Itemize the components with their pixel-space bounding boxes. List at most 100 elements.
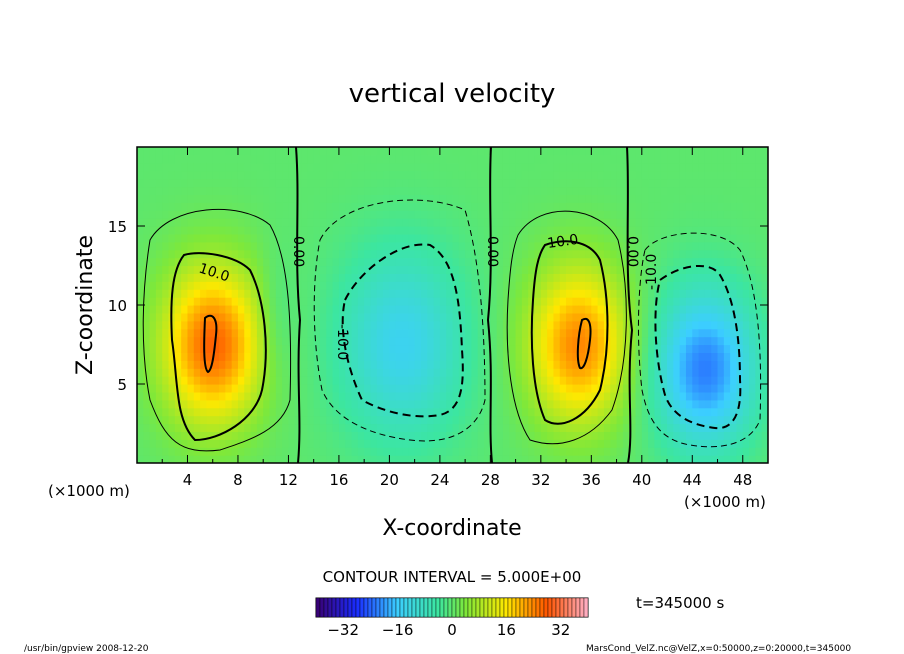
- field-cell: [219, 376, 226, 385]
- field-cell: [263, 257, 271, 267]
- field-cell: [736, 147, 744, 156]
- field-cell: [761, 455, 768, 463]
- field-cell: [704, 423, 712, 432]
- field-cell: [231, 202, 239, 211]
- field-cell: [591, 233, 599, 243]
- field-cell: [667, 147, 674, 156]
- field-cell: [597, 233, 605, 243]
- colorbar-swatch: [427, 597, 433, 618]
- field-cell: [357, 360, 365, 369]
- field-cell: [370, 344, 378, 353]
- field-cell: [465, 194, 473, 203]
- field-cell: [610, 312, 618, 322]
- field-cell: [458, 257, 466, 267]
- field-cell: [698, 162, 706, 172]
- field-cell: [433, 447, 441, 456]
- field-cell: [181, 415, 189, 425]
- field-cell: [275, 447, 283, 456]
- field-cell: [629, 226, 637, 235]
- field-cell: [723, 265, 731, 274]
- field-cell: [622, 154, 630, 164]
- field-cell: [629, 162, 637, 172]
- field-cell: [250, 431, 258, 440]
- field-cell: [225, 289, 233, 298]
- field-cell: [301, 360, 308, 369]
- contour-label: 0.00: [624, 236, 640, 267]
- field-cell: [364, 289, 372, 298]
- field-cell: [679, 360, 687, 369]
- field-cell: [174, 305, 182, 314]
- field-cell: [332, 431, 340, 440]
- field-cell: [585, 439, 592, 448]
- field-cell: [547, 297, 555, 306]
- x-tick-label: 48: [733, 471, 752, 489]
- field-cell: [338, 226, 346, 235]
- field-cell: [402, 447, 409, 456]
- field-cell: [692, 289, 700, 298]
- colorbar-swatch: [515, 597, 521, 618]
- field-cell: [389, 226, 397, 235]
- field-cell: [244, 233, 252, 243]
- field-cell: [496, 447, 504, 456]
- field-cell: [313, 249, 321, 259]
- field-cell: [685, 368, 693, 377]
- field-cell: [635, 384, 643, 393]
- field-cell: [143, 352, 151, 361]
- contour-label: -10.0: [334, 324, 350, 360]
- field-cell: [711, 249, 719, 259]
- field-cell: [610, 186, 618, 195]
- field-cell: [338, 320, 346, 330]
- field-cell: [490, 194, 498, 203]
- field-cell: [559, 281, 567, 290]
- field-cell: [155, 162, 163, 172]
- field-cell: [168, 233, 176, 243]
- field-cell: [717, 186, 725, 195]
- field-cell: [237, 194, 245, 203]
- field-cell: [174, 194, 182, 203]
- field-cell: [528, 218, 536, 227]
- field-cell: [654, 210, 662, 219]
- field-cell: [414, 281, 422, 290]
- field-cell: [490, 423, 498, 432]
- field-cell: [237, 447, 245, 456]
- field-cell: [578, 273, 586, 282]
- field-cell: [237, 147, 245, 156]
- field-cell: [736, 273, 744, 282]
- field-cell: [761, 360, 768, 369]
- field-cell: [704, 312, 712, 322]
- field-cell: [383, 305, 390, 314]
- field-cell: [692, 273, 700, 282]
- field-cell: [439, 249, 447, 259]
- field-cell: [250, 407, 258, 417]
- field-cell: [446, 170, 454, 180]
- field-cell: [648, 289, 656, 298]
- field-cell: [351, 202, 359, 211]
- field-cell: [559, 431, 567, 440]
- field-cell: [174, 376, 182, 385]
- field-cell: [383, 281, 390, 290]
- field-cell: [742, 455, 750, 463]
- field-cell: [383, 368, 390, 377]
- field-cell: [420, 336, 428, 346]
- field-cell: [225, 147, 233, 156]
- field-cell: [704, 202, 712, 211]
- field-cell: [155, 344, 163, 353]
- field-cell: [256, 415, 264, 425]
- colorbar-swatch: [407, 597, 413, 618]
- field-cell: [610, 384, 618, 393]
- field-cell: [667, 194, 674, 203]
- field-cell: [319, 281, 327, 290]
- field-cell: [540, 218, 548, 227]
- field-cell: [547, 289, 555, 298]
- field-cell: [553, 344, 561, 353]
- field-cell: [237, 384, 245, 393]
- field-cell: [616, 328, 624, 338]
- field-cell: [307, 170, 315, 180]
- field-cell: [307, 297, 315, 306]
- field-cell: [742, 226, 750, 235]
- field-cell: [490, 368, 498, 377]
- field-cell: [572, 194, 580, 203]
- field-cell: [547, 170, 555, 180]
- field-cell: [667, 352, 674, 361]
- field-cell: [168, 447, 176, 456]
